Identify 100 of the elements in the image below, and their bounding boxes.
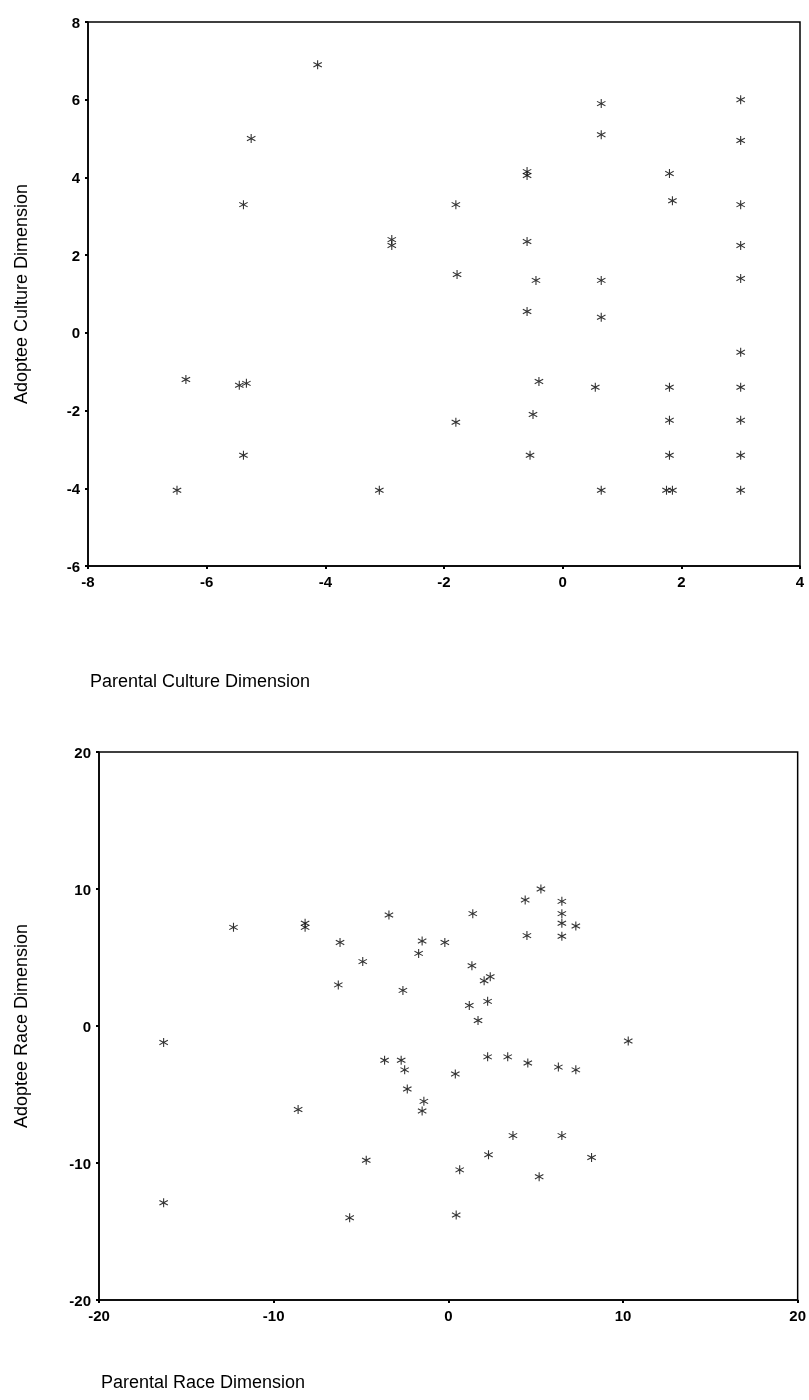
point xyxy=(473,1016,483,1026)
point xyxy=(590,382,600,392)
point xyxy=(571,1065,581,1075)
point xyxy=(159,1037,169,1047)
point xyxy=(234,380,244,390)
y-tick-label: 6 xyxy=(71,91,80,109)
point xyxy=(238,450,248,460)
point xyxy=(483,1052,493,1062)
point xyxy=(374,485,384,495)
x-tick-label: 4 xyxy=(795,573,805,590)
y-tick-label: 20 xyxy=(74,743,91,761)
point xyxy=(503,1052,513,1062)
point xyxy=(455,1165,465,1175)
x-tick-label: -4 xyxy=(318,573,333,590)
x-tick-label: -10 xyxy=(262,1307,285,1324)
point xyxy=(417,1106,427,1116)
x-tick-label: 0 xyxy=(558,573,567,590)
point xyxy=(525,450,535,460)
x-tick-label: -2 xyxy=(437,573,451,590)
y-tick-label: -20 xyxy=(69,1291,91,1309)
point xyxy=(587,1153,597,1163)
point xyxy=(417,936,427,946)
point xyxy=(402,1084,412,1094)
point xyxy=(313,60,323,70)
point xyxy=(557,896,567,906)
point xyxy=(358,957,368,967)
point xyxy=(557,1131,567,1141)
x-tick-label: 10 xyxy=(614,1307,632,1324)
point xyxy=(450,1069,460,1079)
point xyxy=(534,376,544,386)
point xyxy=(238,200,248,210)
point xyxy=(528,409,538,419)
y-tick-label: 4 xyxy=(71,168,81,186)
point xyxy=(667,485,677,495)
point xyxy=(531,275,541,285)
point xyxy=(596,312,606,322)
point xyxy=(557,931,567,941)
y-tick-label: 8 xyxy=(71,13,80,31)
point xyxy=(736,382,746,392)
point xyxy=(534,1172,544,1182)
y-tick-label: -10 xyxy=(69,1154,91,1172)
point xyxy=(479,976,489,986)
point xyxy=(536,884,546,894)
point xyxy=(596,485,606,495)
point xyxy=(523,1058,533,1068)
x-tick-label: -20 xyxy=(88,1307,110,1324)
point xyxy=(557,918,567,928)
y-tick-label: -4 xyxy=(66,479,81,497)
y-tick-label: 10 xyxy=(74,880,91,898)
point xyxy=(380,1055,390,1065)
x-tick-label: 20 xyxy=(789,1307,806,1324)
point xyxy=(419,1096,429,1106)
point xyxy=(664,450,674,460)
point xyxy=(736,95,746,105)
x-tick-label: 0 xyxy=(444,1307,453,1324)
x-tick-label: -8 xyxy=(81,573,95,590)
point xyxy=(361,1155,371,1165)
point xyxy=(736,136,746,146)
point xyxy=(467,961,477,971)
point xyxy=(172,485,182,495)
point xyxy=(451,417,461,427)
y-axis-title: Adoptee Race Dimension xyxy=(11,923,31,1129)
point xyxy=(484,1150,493,1160)
y-tick-label: 2 xyxy=(71,246,80,264)
point xyxy=(440,937,450,947)
point xyxy=(241,378,251,388)
point xyxy=(333,980,343,990)
point xyxy=(571,921,581,931)
point xyxy=(451,200,461,210)
point xyxy=(345,1213,355,1223)
point xyxy=(414,948,424,958)
point xyxy=(596,130,606,140)
point xyxy=(736,347,746,357)
point xyxy=(664,169,674,179)
point xyxy=(664,382,674,392)
x-axis-title: Parental Culture Dimension xyxy=(90,671,311,691)
y-tick-label: 0 xyxy=(71,324,80,342)
x-tick-label: -6 xyxy=(199,573,214,590)
point xyxy=(508,1131,518,1141)
point xyxy=(387,240,397,250)
y-tick-label: 0 xyxy=(82,1017,91,1035)
point xyxy=(520,895,530,905)
point xyxy=(468,909,478,919)
x-tick-label: 2 xyxy=(677,573,686,590)
point xyxy=(464,1000,474,1010)
point xyxy=(736,240,746,250)
x-axis-title: Parental Race Dimension xyxy=(101,1372,306,1392)
point xyxy=(557,909,567,919)
point xyxy=(596,275,606,285)
point xyxy=(400,1065,410,1075)
point xyxy=(736,450,746,460)
point xyxy=(485,972,495,982)
point xyxy=(335,937,345,947)
point xyxy=(623,1036,633,1046)
point xyxy=(293,1105,303,1115)
point xyxy=(451,1210,461,1220)
point xyxy=(159,1198,169,1208)
point xyxy=(664,415,674,425)
point xyxy=(398,985,408,995)
point xyxy=(300,922,310,932)
